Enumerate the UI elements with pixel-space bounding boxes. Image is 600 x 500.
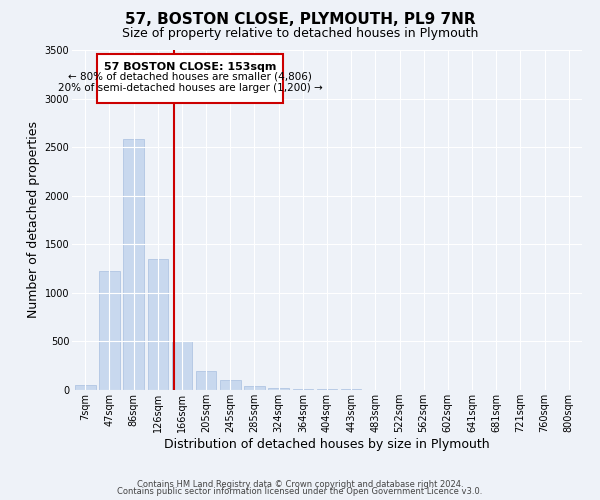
Text: 57 BOSTON CLOSE: 153sqm: 57 BOSTON CLOSE: 153sqm bbox=[104, 62, 277, 72]
Text: Contains HM Land Registry data © Crown copyright and database right 2024.: Contains HM Land Registry data © Crown c… bbox=[137, 480, 463, 489]
X-axis label: Distribution of detached houses by size in Plymouth: Distribution of detached houses by size … bbox=[164, 438, 490, 451]
Text: Contains public sector information licensed under the Open Government Licence v3: Contains public sector information licen… bbox=[118, 487, 482, 496]
Bar bbox=[317, 389, 337, 390]
Bar bbox=[97, 54, 283, 104]
Bar bbox=[293, 389, 313, 390]
Bar bbox=[220, 380, 241, 390]
Bar bbox=[99, 270, 120, 390]
Text: 57, BOSTON CLOSE, PLYMOUTH, PL9 7NR: 57, BOSTON CLOSE, PLYMOUTH, PL9 7NR bbox=[125, 12, 475, 28]
Bar bbox=[124, 140, 144, 390]
Y-axis label: Number of detached properties: Number of detached properties bbox=[28, 122, 40, 318]
Text: Size of property relative to detached houses in Plymouth: Size of property relative to detached ho… bbox=[122, 28, 478, 40]
Bar bbox=[268, 388, 289, 390]
Bar bbox=[172, 342, 192, 390]
Text: ← 80% of detached houses are smaller (4,806): ← 80% of detached houses are smaller (4,… bbox=[68, 72, 313, 82]
Bar bbox=[196, 371, 217, 390]
Bar bbox=[244, 386, 265, 390]
Text: 20% of semi-detached houses are larger (1,200) →: 20% of semi-detached houses are larger (… bbox=[58, 82, 323, 92]
Bar bbox=[75, 385, 95, 390]
Bar bbox=[341, 389, 361, 390]
Bar bbox=[148, 259, 168, 390]
